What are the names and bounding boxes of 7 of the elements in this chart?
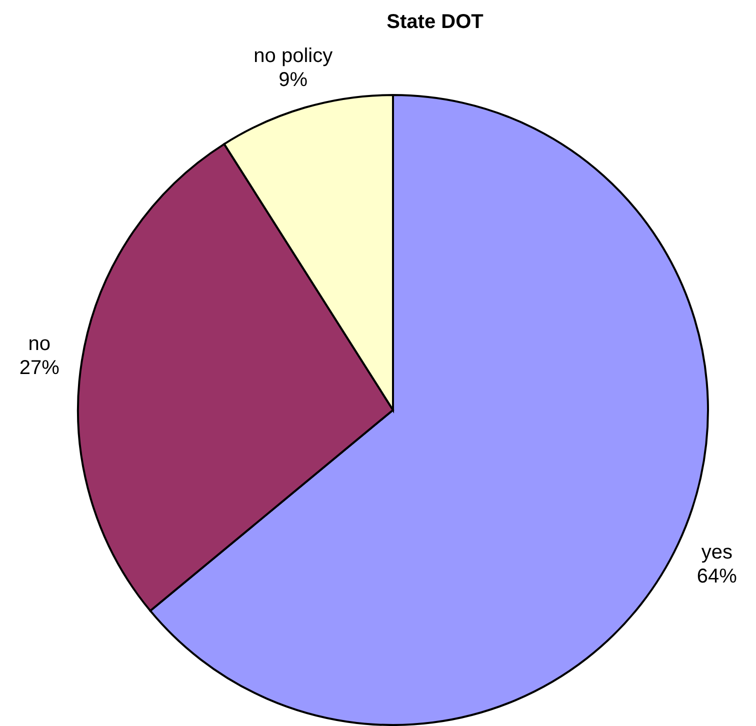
slice-label: no policy (254, 45, 333, 68)
slice-label: yes (701, 541, 732, 564)
data-label: 27% (19, 356, 60, 379)
chart-title: State DOT (386, 11, 484, 33)
data-label: 64% (696, 565, 738, 588)
slice-label: no (28, 332, 51, 355)
data-label: 9% (278, 69, 308, 92)
